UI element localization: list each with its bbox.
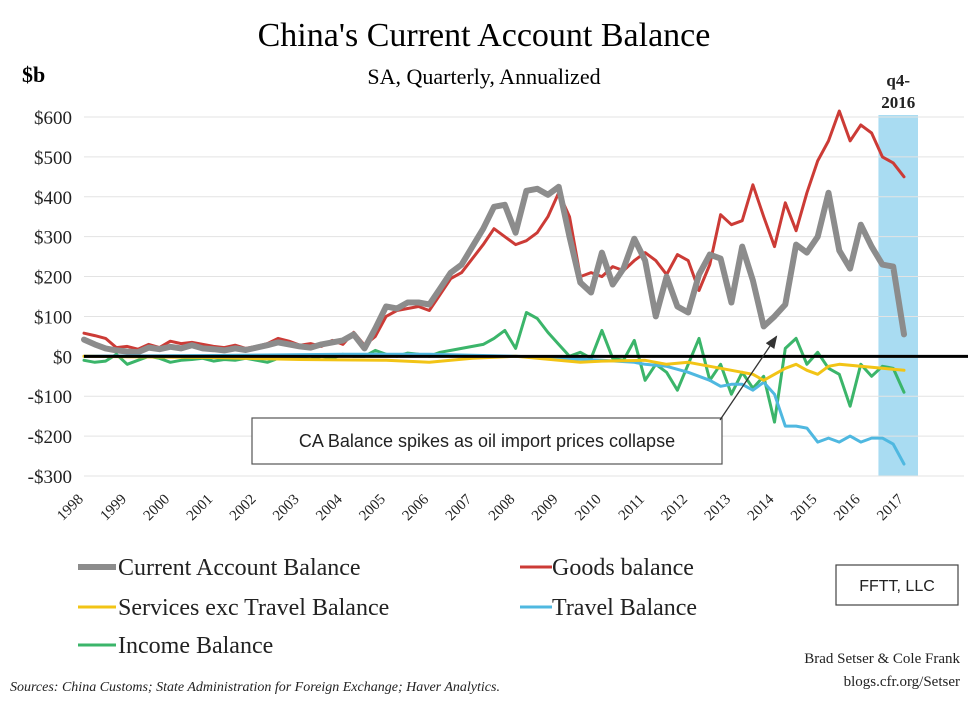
chart-subtitle: SA, Quarterly, Annualized (367, 64, 600, 89)
series-line-income-balance (82, 311, 906, 424)
legend-item-services: Services exc Travel Balance (78, 595, 389, 621)
brand-box: FFTT, LLC (835, 564, 959, 606)
series-lines (81, 109, 907, 466)
y-axis-unit: $b (22, 62, 45, 87)
legend-item-income: Income Balance (78, 633, 273, 659)
y-tick-label: -$300 (28, 467, 72, 488)
brand-box-frame (835, 564, 959, 606)
y-tick-label: $600 (34, 108, 72, 129)
series-line-services-exc-travel-balance (82, 354, 906, 382)
annotation-arrow (719, 335, 778, 421)
highlight-label-line1: q4- (886, 71, 910, 90)
y-tick-label: $400 (34, 188, 72, 209)
y-tick-label: $200 (34, 268, 72, 289)
credit-authors: Brad Setser & Cole Frank (804, 651, 960, 667)
credit-url: blogs.cfr.org/Setser (844, 674, 960, 690)
legend-item-current-account: Current Account Balance (78, 555, 361, 581)
brand-box-text: FFTT, LLC (859, 578, 935, 595)
y-axis-ticks: $600 $500 $400 $300 $200 $100 $0 -$100 -$200 -$30… (28, 108, 72, 488)
highlight-label-line2: 2016 (881, 93, 915, 112)
annotation-text: CA Balance spikes as oil import prices c… (299, 431, 675, 451)
legend-label-travel: Travel Balance (552, 595, 697, 621)
legend-item-travel: Travel Balance (520, 595, 697, 621)
legend: Current Account Balance Goods balance Se… (78, 555, 697, 659)
y-tick-label: $500 (34, 148, 72, 169)
series-line-current-account-balance (81, 183, 907, 356)
y-tick-label: $0 (53, 347, 72, 368)
y-tick-label: $300 (34, 228, 72, 249)
legend-label-income: Income Balance (118, 633, 273, 659)
y-tick-label: -$100 (28, 387, 72, 408)
annotation-box (251, 417, 723, 465)
legend-label-services: Services exc Travel Balance (118, 595, 389, 621)
annotation: CA Balance spikes as oil import prices c… (251, 335, 778, 465)
legend-item-goods: Goods balance (520, 555, 694, 581)
legend-label-goods: Goods balance (552, 555, 694, 581)
y-tick-label: $100 (34, 307, 72, 328)
sources-note: Sources: China Customs; State Administra… (10, 680, 500, 695)
chart-title: China's Current Account Balance (258, 17, 711, 54)
legend-label-current-account: Current Account Balance (118, 555, 361, 581)
series-line-travel-balance (82, 352, 906, 466)
y-tick-label: -$200 (28, 427, 72, 448)
